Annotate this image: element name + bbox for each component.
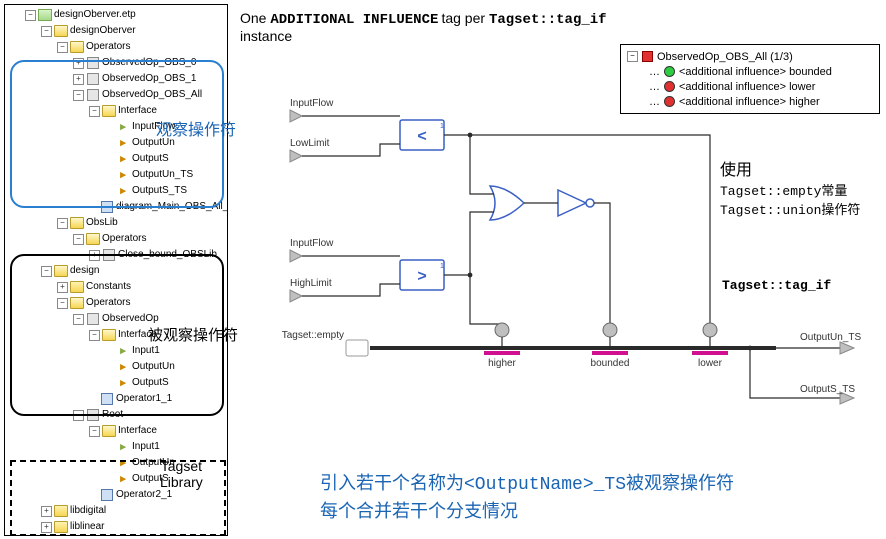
caption-part: tag per <box>441 10 488 26</box>
block-sup: 1 <box>440 123 444 130</box>
port-out[interactable]: OutputUn <box>132 359 175 375</box>
caption-keyword: Tagset::tag_if <box>489 12 607 28</box>
node-obslib-ops[interactable]: Operators <box>102 231 146 247</box>
port-out[interactable]: OutputS <box>132 151 169 167</box>
node-interface[interactable]: Interface <box>118 103 157 119</box>
caption-part: 每个合并若干个分支情况 <box>320 501 518 521</box>
lib[interactable]: libmath <box>70 535 102 536</box>
port-label: HighLimit <box>290 278 332 289</box>
or-gate <box>490 186 524 220</box>
legend-title: ObservedOp_OBS_All (1/3) <box>657 51 793 63</box>
node-op1[interactable]: Operator1_1 <box>116 391 172 407</box>
port-out[interactable]: OutputS <box>132 375 169 391</box>
project-tree[interactable]: −designOberver.etp −designOberver −Opera… <box>5 5 227 536</box>
svg-text:>: > <box>417 268 426 285</box>
caption-part: 被观察操作符 <box>626 473 734 493</box>
node-observedop[interactable]: ObservedOp <box>102 311 159 327</box>
port-label: OutputS_TS <box>800 384 855 395</box>
port-label: OutputUn_TS <box>800 332 861 343</box>
tag-label: lower <box>698 358 723 369</box>
caption-part: 引入若干个名称为 <box>320 473 464 493</box>
node-design-ops[interactable]: Operators <box>86 295 130 311</box>
port-in[interactable]: InputFlow <box>132 119 175 135</box>
node-op2[interactable]: Operator2_1 <box>116 487 172 503</box>
node-diagram[interactable]: diagram_Main_OBS_All_1 <box>116 199 228 215</box>
svg-text:<: < <box>417 128 426 145</box>
tree-root[interactable]: designOberver.etp <box>54 7 136 23</box>
caption-keyword: ADDITIONAL INFLUENCE <box>270 12 438 28</box>
node-obs1[interactable]: ObservedOp_OBS_1 <box>102 71 197 87</box>
caption-part: One <box>240 10 270 26</box>
lib[interactable]: libdigital <box>70 503 106 519</box>
node-operators[interactable]: Operators <box>86 39 130 55</box>
port-out[interactable]: OutputS_TS <box>132 183 187 199</box>
gt-block: > 1 <box>400 260 444 290</box>
node-closebound[interactable]: Close_bound_OBSLib <box>118 247 217 263</box>
not-gate <box>558 190 594 216</box>
lt-block: < 1 <box>400 120 444 150</box>
block-sup: 1 <box>440 263 444 270</box>
port-label: LowLimit <box>290 138 330 149</box>
port-label: InputFlow <box>290 238 334 249</box>
tag-label: bounded <box>591 358 630 369</box>
node-obs-all[interactable]: ObservedOp_OBS_All <box>102 87 202 103</box>
legend-node-icon <box>642 51 653 62</box>
lib[interactable]: liblinear <box>70 519 104 535</box>
node-obs0[interactable]: ObservedOp_OBS_0 <box>102 55 197 71</box>
caption-top: One ADDITIONAL INFLUENCE tag per Tagset:… <box>240 10 620 44</box>
node-root-op[interactable]: Root <box>102 407 123 423</box>
port-label: InputFlow <box>290 98 334 109</box>
dataflow-diagram: InputFlow LowLimit InputFlow HighLimit <… <box>240 68 880 408</box>
port-out[interactable]: OutputUn <box>132 135 175 151</box>
caption-part: instance <box>240 28 292 44</box>
node-designObserver[interactable]: designOberver <box>70 23 136 39</box>
port-out[interactable]: OutputUn <box>132 455 175 471</box>
caption-code: <OutputName>_TS <box>464 475 626 495</box>
node-interface3[interactable]: Interface <box>118 423 157 439</box>
port-in[interactable]: Input1 <box>132 343 160 359</box>
tag-label: higher <box>488 358 516 369</box>
port-out[interactable]: OutputS <box>132 471 169 487</box>
node-obslib[interactable]: ObsLib <box>86 215 118 231</box>
node-constants[interactable]: Constants <box>86 279 131 295</box>
node-design[interactable]: design <box>70 263 99 279</box>
port-in[interactable]: Input1 <box>132 439 160 455</box>
bottom-caption: 引入若干个名称为<OutputName>_TS被观察操作符 每个合并若干个分支情… <box>320 470 734 524</box>
project-tree-panel: −designOberver.etp −designOberver −Opera… <box>4 4 228 536</box>
port-out[interactable]: OutputUn_TS <box>132 167 193 183</box>
empty-label: Tagset::empty <box>282 330 344 341</box>
node-interface2[interactable]: Interface <box>118 327 157 343</box>
